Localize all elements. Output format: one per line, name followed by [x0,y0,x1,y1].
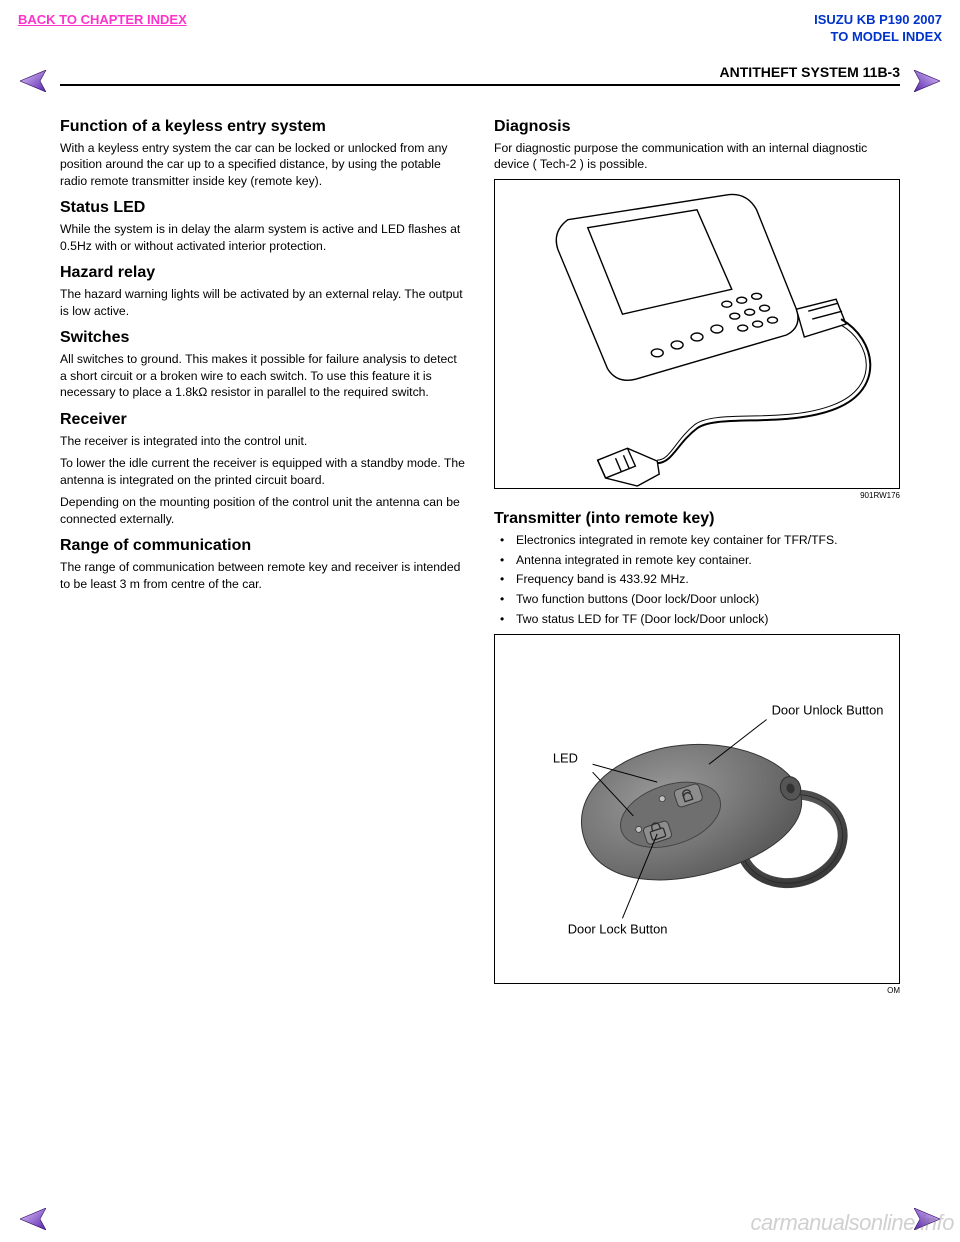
para-receiver-3: Depending on the mounting position of th… [60,494,466,527]
right-column: Diagnosis For diagnostic purpose the com… [494,108,900,1003]
model-year-link[interactable]: ISUZU KB P190 2007 [814,12,942,27]
to-model-index-link[interactable]: TO MODEL INDEX [831,29,942,44]
para-status-led: While the system is in delay the alarm s… [60,221,466,254]
heading-transmitter: Transmitter (into remote key) [494,510,900,528]
heading-status-led: Status LED [60,199,466,217]
back-to-chapter-link[interactable]: BACK TO CHAPTER INDEX [18,12,187,46]
para-receiver-1: The receiver is integrated into the cont… [60,433,466,449]
list-item: Two function buttons (Door lock/Door unl… [494,591,900,609]
figure2-caption: OM [494,986,900,995]
label-led: LED [553,751,578,766]
para-keyless: With a keyless entry system the car can … [60,140,466,189]
para-diagnosis: For diagnostic purpose the communication… [494,140,900,173]
list-item: Electronics integrated in remote key con… [494,532,900,550]
heading-hazard: Hazard relay [60,264,466,282]
heading-switches: Switches [60,329,466,347]
watermark-text: carmanualsonline.info [750,1210,954,1236]
para-receiver-2: To lower the idle current the receiver i… [60,455,466,488]
heading-receiver: Receiver [60,411,466,429]
heading-diagnosis: Diagnosis [494,118,900,136]
list-item: Two status LED for TF (Door lock/Door un… [494,611,900,629]
list-item: Frequency band is 433.92 MHz. [494,571,900,589]
para-switches: All switches to ground. This makes it po… [60,351,466,400]
page-header: ANTITHEFT SYSTEM 11B-3 [60,64,900,86]
list-item: Antenna integrated in remote key contain… [494,552,900,570]
page-content: ANTITHEFT SYSTEM 11B-3 Function of a key… [60,64,900,1003]
label-unlock: Door Unlock Button [772,703,884,718]
heading-range: Range of communication [60,537,466,555]
prev-page-bottom-icon[interactable] [20,1208,46,1230]
left-column: Function of a keyless entry system With … [60,108,466,1003]
figure1-caption: 901RW176 [494,491,900,500]
para-hazard: The hazard warning lights will be activa… [60,286,466,319]
figure-tech2-device [494,179,900,489]
model-index-link-group: ISUZU KB P190 2007 TO MODEL INDEX [814,12,942,46]
next-page-top-icon[interactable] [914,70,940,92]
transmitter-list: Electronics integrated in remote key con… [494,532,900,628]
label-lock: Door Lock Button [568,922,668,937]
para-range: The range of communication between remot… [60,559,466,592]
prev-page-top-icon[interactable] [20,70,46,92]
figure-remote-key: Door Unlock Button LED Door Lock Button [494,634,900,984]
heading-keyless: Function of a keyless entry system [60,118,466,136]
